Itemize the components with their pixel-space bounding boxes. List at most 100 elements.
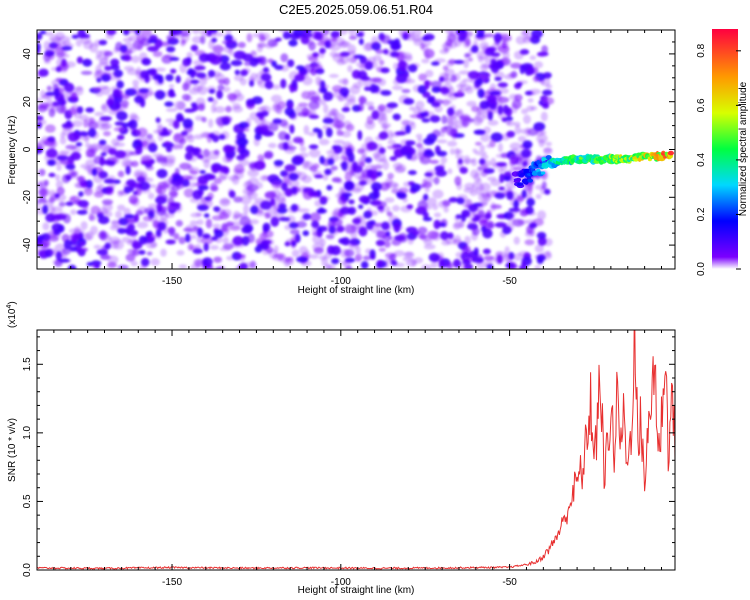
noise-blob (86, 262, 94, 267)
noise-blob (128, 219, 136, 226)
noise-blob (463, 158, 475, 164)
y-tick-label: 20 (22, 96, 33, 108)
ridge-point (527, 178, 533, 183)
noise-blob (166, 34, 175, 41)
noise-blob (391, 85, 404, 91)
noise-blob (521, 189, 527, 199)
noise-blob (315, 68, 325, 75)
noise-blob (291, 79, 298, 89)
noise-blob (509, 261, 517, 269)
noise-blob (248, 161, 259, 168)
y-tick-label: -20 (22, 190, 33, 205)
noise-blob (391, 239, 402, 246)
noise-blob (439, 163, 446, 169)
noise-blob (50, 37, 62, 42)
noise-blob (365, 142, 374, 153)
noise-blob (512, 166, 521, 171)
noise-blob (96, 249, 109, 256)
noise-blob (348, 152, 355, 163)
noise-blob (107, 161, 115, 168)
noise-blob (197, 185, 209, 191)
noise-blob (519, 64, 525, 75)
noise-blob (179, 138, 186, 145)
noise-blob (281, 122, 291, 129)
noise-blob (376, 230, 388, 239)
noise-blob (447, 33, 457, 42)
noise-blob (208, 118, 214, 128)
noise-blob (155, 185, 167, 195)
noise-blob (332, 227, 339, 236)
noise-blob (56, 163, 62, 171)
noise-blob (405, 140, 416, 146)
noise-blob (174, 167, 180, 176)
noise-blob (536, 133, 548, 144)
noise-blob (37, 70, 44, 79)
noise-blob (474, 150, 487, 156)
noise-blob (284, 188, 293, 197)
noise-blob (348, 199, 355, 205)
noise-blob (162, 179, 172, 188)
noise-blob (485, 259, 494, 268)
noise-blob (249, 260, 257, 269)
noise-blob (83, 187, 93, 196)
noise-blob (113, 126, 125, 132)
noise-blob (114, 102, 121, 109)
noise-blob (490, 132, 503, 142)
noise-blob (359, 30, 365, 38)
noise-blob (386, 102, 398, 109)
noise-blob (250, 72, 258, 82)
noise-blob (371, 110, 380, 120)
noise-blob (70, 196, 77, 201)
noise-blob (160, 160, 168, 167)
noise-blob (322, 124, 330, 130)
noise-blob (358, 95, 365, 105)
noise-blob (54, 193, 67, 202)
noise-blob (495, 101, 504, 110)
noise-blob (115, 210, 122, 219)
noise-blob (424, 187, 430, 193)
noise-blob (257, 154, 265, 162)
noise-blob (393, 78, 400, 86)
noise-blob (469, 190, 478, 197)
noise-blob (107, 71, 118, 81)
noise-blob (343, 260, 352, 269)
noise-blob (387, 130, 394, 141)
noise-blob (352, 182, 365, 192)
noise-blob (382, 126, 388, 135)
noise-blob (155, 117, 161, 123)
noise-blob (371, 173, 377, 183)
noise-blob (270, 216, 280, 227)
noise-blob (293, 136, 304, 144)
noise-blob (117, 264, 129, 269)
noise-blob (295, 221, 307, 228)
noise-blob (80, 36, 91, 45)
noise-blob (85, 179, 93, 189)
noise-blob (400, 52, 413, 60)
noise-blob (409, 114, 422, 119)
noise-blob (85, 231, 94, 241)
noise-blob (155, 90, 163, 98)
y-tick-label: 1.0 (22, 425, 33, 439)
noise-blob (136, 127, 148, 138)
noise-blob (326, 264, 336, 269)
noise-blob (44, 124, 56, 133)
noise-blob (336, 53, 344, 58)
noise-blob (105, 33, 114, 40)
noise-blob (152, 153, 163, 158)
noise-blob (306, 53, 319, 60)
noise-blob (280, 53, 289, 63)
noise-blob (85, 107, 95, 113)
noise-blob (409, 156, 418, 162)
noise-blob (263, 67, 269, 73)
noise-blob (394, 115, 401, 122)
noise-blob (464, 182, 475, 190)
noise-blob (543, 72, 552, 79)
noise-blob (398, 232, 408, 243)
noise-blob (518, 265, 528, 269)
noise-blob (423, 33, 435, 41)
spectrogram-noise (37, 30, 555, 269)
noise-blob (400, 205, 413, 213)
noise-blob (193, 258, 206, 268)
noise-blob (339, 186, 345, 195)
noise-blob (91, 263, 100, 269)
